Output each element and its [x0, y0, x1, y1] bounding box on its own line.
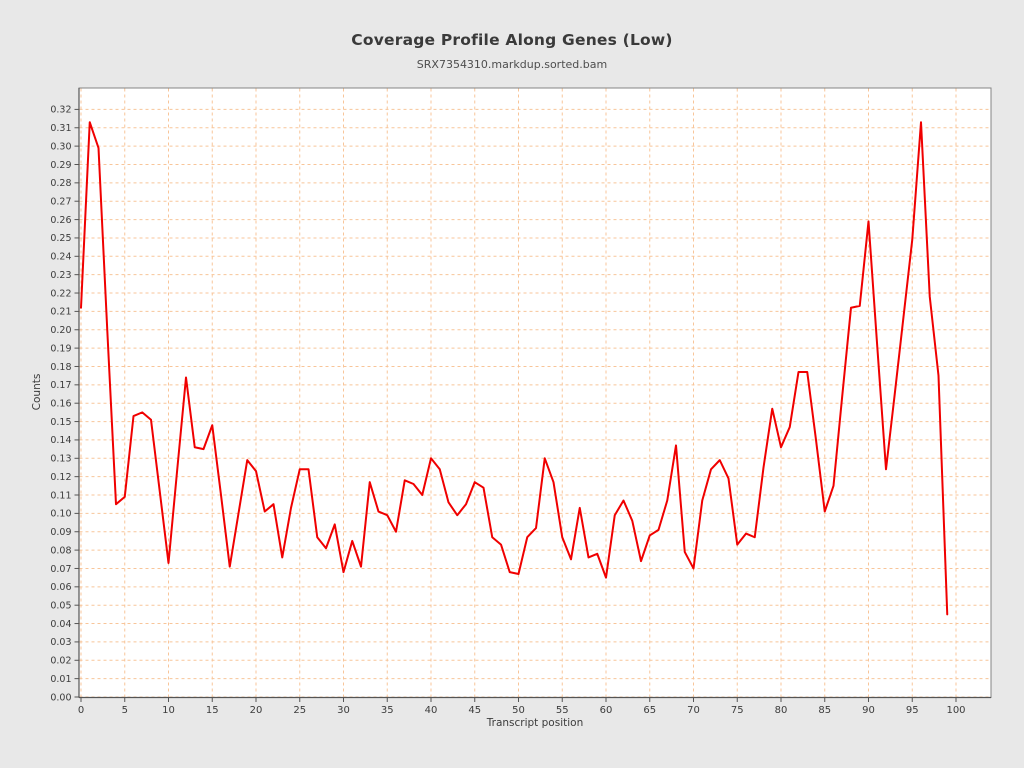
y-tick-label: 0.26: [50, 215, 71, 226]
y-tick-label: 0.04: [50, 619, 71, 630]
y-tick-label: 0.10: [50, 509, 71, 520]
y-tick-label: 0.25: [50, 233, 71, 244]
x-tick-label: 5: [122, 705, 128, 716]
y-tick-label: 0.18: [50, 362, 71, 373]
x-tick-label: 90: [862, 705, 875, 716]
x-tick-label: 0: [78, 705, 84, 716]
y-tick-label: 0.00: [50, 692, 71, 703]
x-axis-label: Transcript position: [486, 717, 584, 729]
y-tick-label: 0.22: [50, 288, 71, 299]
y-tick-label: 0.32: [50, 105, 71, 116]
y-tick-label: 0.28: [50, 178, 71, 189]
chart-title: Coverage Profile Along Genes (Low): [351, 31, 673, 49]
y-tick-label: 0.24: [50, 252, 71, 263]
y-tick-label: 0.21: [50, 307, 71, 318]
x-tick-label: 70: [687, 705, 700, 716]
x-tick-label: 60: [600, 705, 613, 716]
y-tick-label: 0.07: [50, 564, 71, 575]
y-tick-label: 0.01: [50, 674, 71, 685]
x-tick-label: 10: [162, 705, 175, 716]
y-tick-label: 0.03: [50, 637, 71, 648]
x-tick-label: 40: [425, 705, 438, 716]
x-tick-label: 80: [775, 705, 788, 716]
x-tick-label: 20: [250, 705, 263, 716]
y-tick-label: 0.17: [50, 380, 71, 391]
plot-background: [79, 88, 991, 698]
y-tick-label: 0.16: [50, 399, 71, 410]
y-tick-label: 0.05: [50, 600, 71, 611]
series-line: [80, 121, 949, 616]
y-axis-label: Counts: [31, 373, 43, 411]
x-tick-label: 95: [906, 705, 919, 716]
x-tick-label: 50: [512, 705, 525, 716]
x-tick-label: 65: [643, 705, 656, 716]
y-tick-label: 0.29: [50, 160, 71, 171]
x-tick-label: 85: [818, 705, 831, 716]
y-tick-label: 0.30: [50, 141, 71, 152]
y-tick-label: 0.09: [50, 527, 71, 538]
y-tick-label: 0.20: [50, 325, 71, 336]
y-tick-label: 0.08: [50, 545, 71, 556]
y-tick-label: 0.31: [50, 123, 71, 134]
x-tick-label: 25: [293, 705, 306, 716]
y-tick-label: 0.11: [50, 490, 71, 501]
y-tick-label: 0.06: [50, 582, 71, 593]
y-tick-label: 0.15: [50, 417, 71, 428]
x-tick-label: 15: [206, 705, 219, 716]
y-tick-label: 0.23: [50, 270, 71, 281]
y-tick-label: 0.13: [50, 454, 71, 465]
y-tick-label: 0.19: [50, 343, 71, 354]
y-tick-label: 0.12: [50, 472, 71, 483]
x-tick-label: 75: [731, 705, 744, 716]
x-tick-label: 30: [337, 705, 350, 716]
chart-subtitle: SRX7354310.markdup.sorted.bam: [416, 58, 608, 71]
y-tick-label: 0.02: [50, 656, 71, 667]
x-tick-label: 35: [381, 705, 394, 716]
y-tick-label: 0.14: [50, 435, 71, 446]
x-tick-label: 100: [946, 705, 965, 716]
x-tick-label: 45: [468, 705, 481, 716]
y-tick-label: 0.27: [50, 197, 71, 208]
x-tick-label: 55: [556, 705, 569, 716]
